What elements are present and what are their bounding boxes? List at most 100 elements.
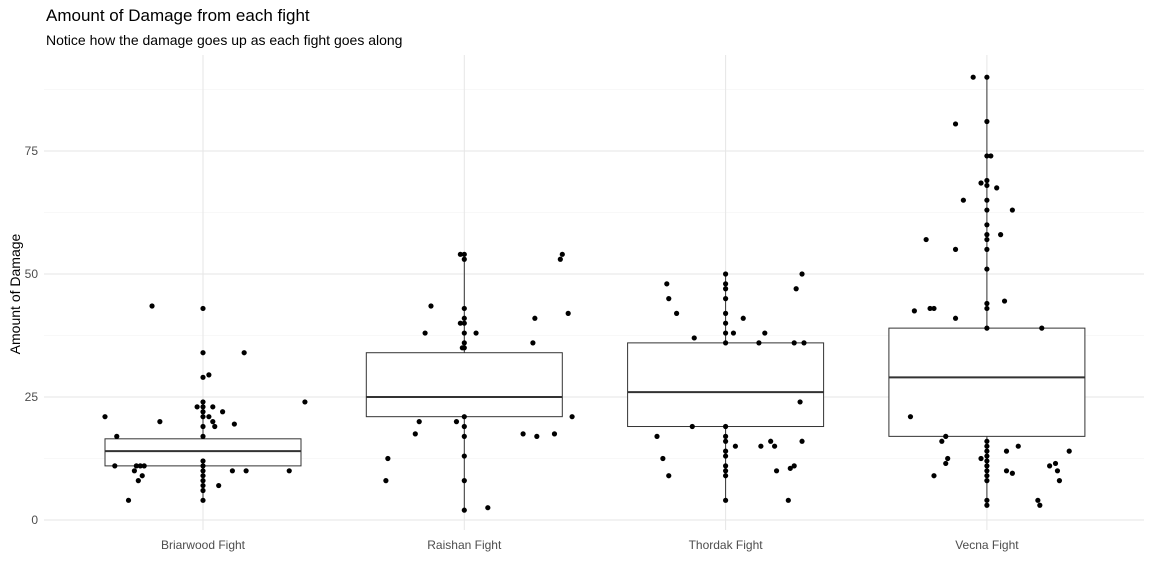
data-point: [200, 473, 206, 479]
data-point: [689, 423, 695, 430]
data-point: [801, 340, 807, 346]
points-layer: [102, 74, 1072, 513]
data-point: [461, 251, 467, 257]
data-point: [461, 453, 467, 459]
data-point: [1066, 448, 1072, 454]
data-point: [559, 251, 565, 257]
data-point: [952, 315, 959, 321]
data-point: [200, 305, 206, 312]
data-point: [200, 487, 206, 494]
data-point: [241, 350, 247, 356]
data-point: [984, 236, 990, 243]
data-point: [984, 443, 990, 449]
chart-title: Amount of Damage from each fight: [46, 6, 310, 25]
data-point: [220, 409, 226, 415]
data-point: [984, 153, 990, 159]
data-point: [654, 433, 660, 439]
data-point: [723, 438, 729, 444]
data-point: [114, 433, 120, 439]
data-point: [978, 455, 984, 462]
data-point: [984, 300, 990, 307]
data-point: [998, 232, 1004, 238]
data-point: [984, 305, 990, 312]
data-point: [461, 256, 467, 262]
data-point: [383, 478, 389, 484]
data-point: [200, 497, 206, 503]
data-point: [984, 232, 990, 238]
data-point: [960, 197, 966, 203]
data-point: [200, 350, 206, 356]
data-point: [1009, 470, 1015, 476]
data-point: [1039, 325, 1045, 331]
data-point: [461, 423, 467, 430]
data-point: [534, 433, 540, 439]
data-point: [791, 340, 797, 346]
data-point: [984, 463, 990, 469]
data-point: [461, 414, 467, 420]
data-point: [952, 121, 959, 127]
data-point: [923, 236, 929, 243]
data-point: [135, 478, 141, 484]
data-point: [461, 315, 467, 321]
data-point: [664, 281, 670, 287]
data-point: [461, 340, 467, 346]
data-point: [286, 468, 292, 474]
data-point: [970, 74, 976, 80]
data-point: [302, 399, 308, 405]
data-point: [206, 372, 212, 378]
data-point: [984, 325, 990, 331]
data-point: [461, 330, 467, 336]
data-point: [200, 482, 206, 489]
data-point: [787, 465, 793, 471]
data-point: [723, 463, 729, 469]
data-point: [984, 266, 990, 272]
data-point: [666, 473, 672, 479]
data-point: [131, 468, 137, 474]
data-point: [457, 251, 463, 257]
data-point: [723, 281, 729, 287]
data-point: [723, 296, 729, 302]
data-point: [133, 463, 139, 469]
data-point: [723, 468, 729, 474]
data-point: [911, 308, 917, 314]
data-point: [799, 438, 805, 444]
data-point: [723, 286, 729, 292]
data-point: [200, 374, 206, 380]
data-point: [994, 185, 1000, 191]
data-point: [1056, 478, 1063, 484]
data-point: [931, 305, 937, 312]
data-point: [102, 414, 108, 420]
data-point: [723, 310, 729, 316]
data-point: [758, 443, 764, 449]
data-point: [530, 340, 536, 346]
data-point: [532, 315, 538, 321]
data-point: [723, 497, 729, 503]
box: [888, 327, 1086, 437]
data-point: [793, 286, 799, 292]
chart-subtitle: Notice how the damage goes up as each fi…: [46, 32, 403, 48]
data-point: [200, 414, 206, 420]
y-tick-label: 0: [31, 513, 38, 527]
data-point: [461, 320, 467, 326]
data-point: [723, 448, 729, 454]
data-point: [485, 505, 491, 511]
data-point: [194, 404, 200, 410]
data-point: [984, 468, 990, 474]
data-point: [461, 507, 467, 513]
data-point: [200, 463, 206, 469]
x-tick-label: Raishan Fight: [427, 538, 502, 552]
axis-labels: 0 25 50 75 Briarwood Fight Raishan Fight Thord…: [25, 144, 1020, 552]
data-point: [984, 438, 990, 444]
y-tick-label: 75: [25, 144, 39, 158]
data-point: [461, 305, 467, 312]
data-point: [200, 433, 206, 439]
data-point: [984, 197, 990, 203]
data-point: [984, 207, 990, 213]
data-point: [943, 433, 949, 439]
data-point: [984, 448, 990, 454]
y-axis-title: Amount of Damage: [7, 233, 23, 354]
data-point: [732, 443, 739, 449]
data-point: [157, 419, 163, 425]
data-point: [988, 153, 994, 159]
data-point: [723, 340, 729, 346]
